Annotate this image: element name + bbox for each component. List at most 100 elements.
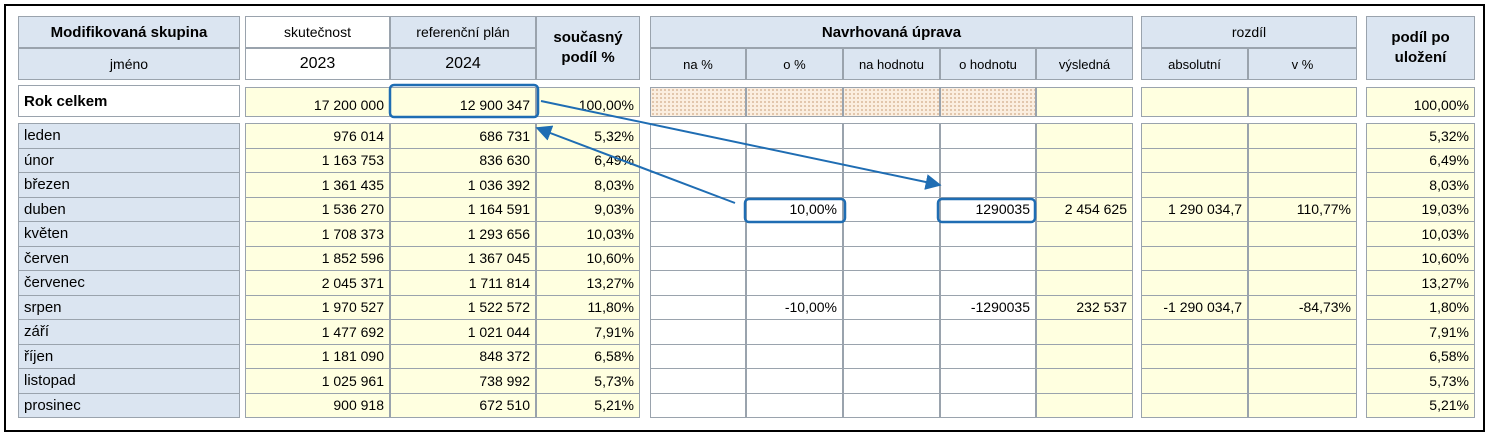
data-cell: 1 536 270 — [245, 196, 390, 222]
header-cell: jméno — [18, 48, 240, 80]
data-cell: -1 290 034,7 — [1141, 294, 1248, 320]
total-cell — [1248, 87, 1357, 117]
total-cell: 100,00% — [1366, 87, 1475, 117]
data-cell — [1141, 392, 1248, 418]
header-cell: o % — [746, 48, 843, 80]
data-cell: 836 630 — [390, 147, 536, 173]
data-cell — [1248, 270, 1357, 296]
data-cell: 6,58% — [1366, 343, 1475, 369]
row-label: prosinec — [18, 392, 240, 418]
data-cell: 1,80% — [1366, 294, 1475, 320]
data-cell: 1290035 — [940, 196, 1036, 222]
data-cell — [843, 294, 940, 320]
total-cell — [1141, 87, 1248, 117]
data-cell — [650, 368, 746, 394]
data-cell: 976 014 — [245, 123, 390, 149]
data-cell: 7,91% — [536, 319, 640, 345]
data-cell — [940, 221, 1036, 247]
data-cell — [1248, 392, 1357, 418]
data-cell: 1 021 044 — [390, 319, 536, 345]
data-cell — [1036, 319, 1133, 345]
data-cell: 1 025 961 — [245, 368, 390, 394]
data-cell: 1 711 814 — [390, 270, 536, 296]
data-cell: 672 510 — [390, 392, 536, 418]
data-cell — [1036, 270, 1133, 296]
data-cell: 11,80% — [536, 294, 640, 320]
frame — [4, 4, 1485, 432]
row-label: srpen — [18, 294, 240, 320]
header-cell: v % — [1248, 48, 1357, 80]
data-cell: 19,03% — [1366, 196, 1475, 222]
data-cell — [843, 270, 940, 296]
data-cell: 686 731 — [390, 123, 536, 149]
arrow — [540, 100, 942, 190]
header-cell: na hodnotu — [843, 48, 940, 80]
total-cell — [650, 87, 746, 117]
data-cell — [650, 392, 746, 418]
total-cell — [940, 87, 1036, 117]
data-cell: 5,32% — [1366, 123, 1475, 149]
data-cell — [650, 221, 746, 247]
header-cell: výsledná — [1036, 48, 1133, 80]
data-cell — [1141, 221, 1248, 247]
data-cell — [1141, 245, 1248, 271]
data-cell — [1141, 368, 1248, 394]
data-cell — [843, 196, 940, 222]
data-cell — [940, 147, 1036, 173]
header-cell: rozdíl — [1141, 16, 1357, 48]
data-cell — [1036, 123, 1133, 149]
data-cell: 8,03% — [536, 172, 640, 198]
header-cell: skutečnost — [245, 16, 390, 48]
data-cell: 900 918 — [245, 392, 390, 418]
total-cell — [1036, 87, 1133, 117]
header-cell: 2023 — [245, 48, 390, 80]
total-label: Rok celkem — [18, 85, 240, 117]
data-cell: 5,32% — [536, 123, 640, 149]
header-cell: na % — [650, 48, 746, 80]
row-label: březen — [18, 172, 240, 198]
header-cell: Navrhovaná úprava — [650, 16, 1133, 48]
total-cell — [746, 87, 843, 117]
total-cell: 17 200 000 — [245, 87, 390, 117]
data-cell: 1 970 527 — [245, 294, 390, 320]
data-cell: 1 290 034,7 — [1141, 196, 1248, 222]
data-cell: 8,03% — [1366, 172, 1475, 198]
row-label: duben — [18, 196, 240, 222]
data-cell: 1 852 596 — [245, 245, 390, 271]
data-cell: 5,21% — [536, 392, 640, 418]
data-cell — [1036, 343, 1133, 369]
data-cell — [1248, 245, 1357, 271]
data-cell: 10,60% — [536, 245, 640, 271]
data-cell — [940, 392, 1036, 418]
total-cell: 100,00% — [536, 87, 640, 117]
data-cell — [940, 270, 1036, 296]
row-label: září — [18, 319, 240, 345]
data-cell — [650, 172, 746, 198]
data-cell: 13,27% — [536, 270, 640, 296]
arrow — [535, 125, 736, 204]
header-cell: současný podíl % — [536, 16, 640, 80]
data-cell: 2 045 371 — [245, 270, 390, 296]
data-cell: 10,03% — [536, 221, 640, 247]
data-cell — [843, 221, 940, 247]
header-cell: Modifikovaná skupina — [18, 16, 240, 48]
header-cell: absolutní — [1141, 48, 1248, 80]
data-cell: 1 361 435 — [245, 172, 390, 198]
data-cell: 1 163 753 — [245, 147, 390, 173]
highlight-box — [936, 197, 1037, 224]
data-cell: 110,77% — [1248, 196, 1357, 222]
header-cell: o hodnotu — [940, 48, 1036, 80]
data-cell: 5,21% — [1366, 392, 1475, 418]
highlight-box — [743, 197, 847, 224]
header-cell: podíl po uložení — [1366, 16, 1475, 80]
data-cell: 13,27% — [1366, 270, 1475, 296]
data-cell — [650, 270, 746, 296]
data-cell — [940, 368, 1036, 394]
data-cell — [843, 392, 940, 418]
total-cell — [843, 87, 940, 117]
data-cell — [746, 343, 843, 369]
row-label: leden — [18, 123, 240, 149]
data-cell: 10,00% — [746, 196, 843, 222]
data-cell: 738 992 — [390, 368, 536, 394]
